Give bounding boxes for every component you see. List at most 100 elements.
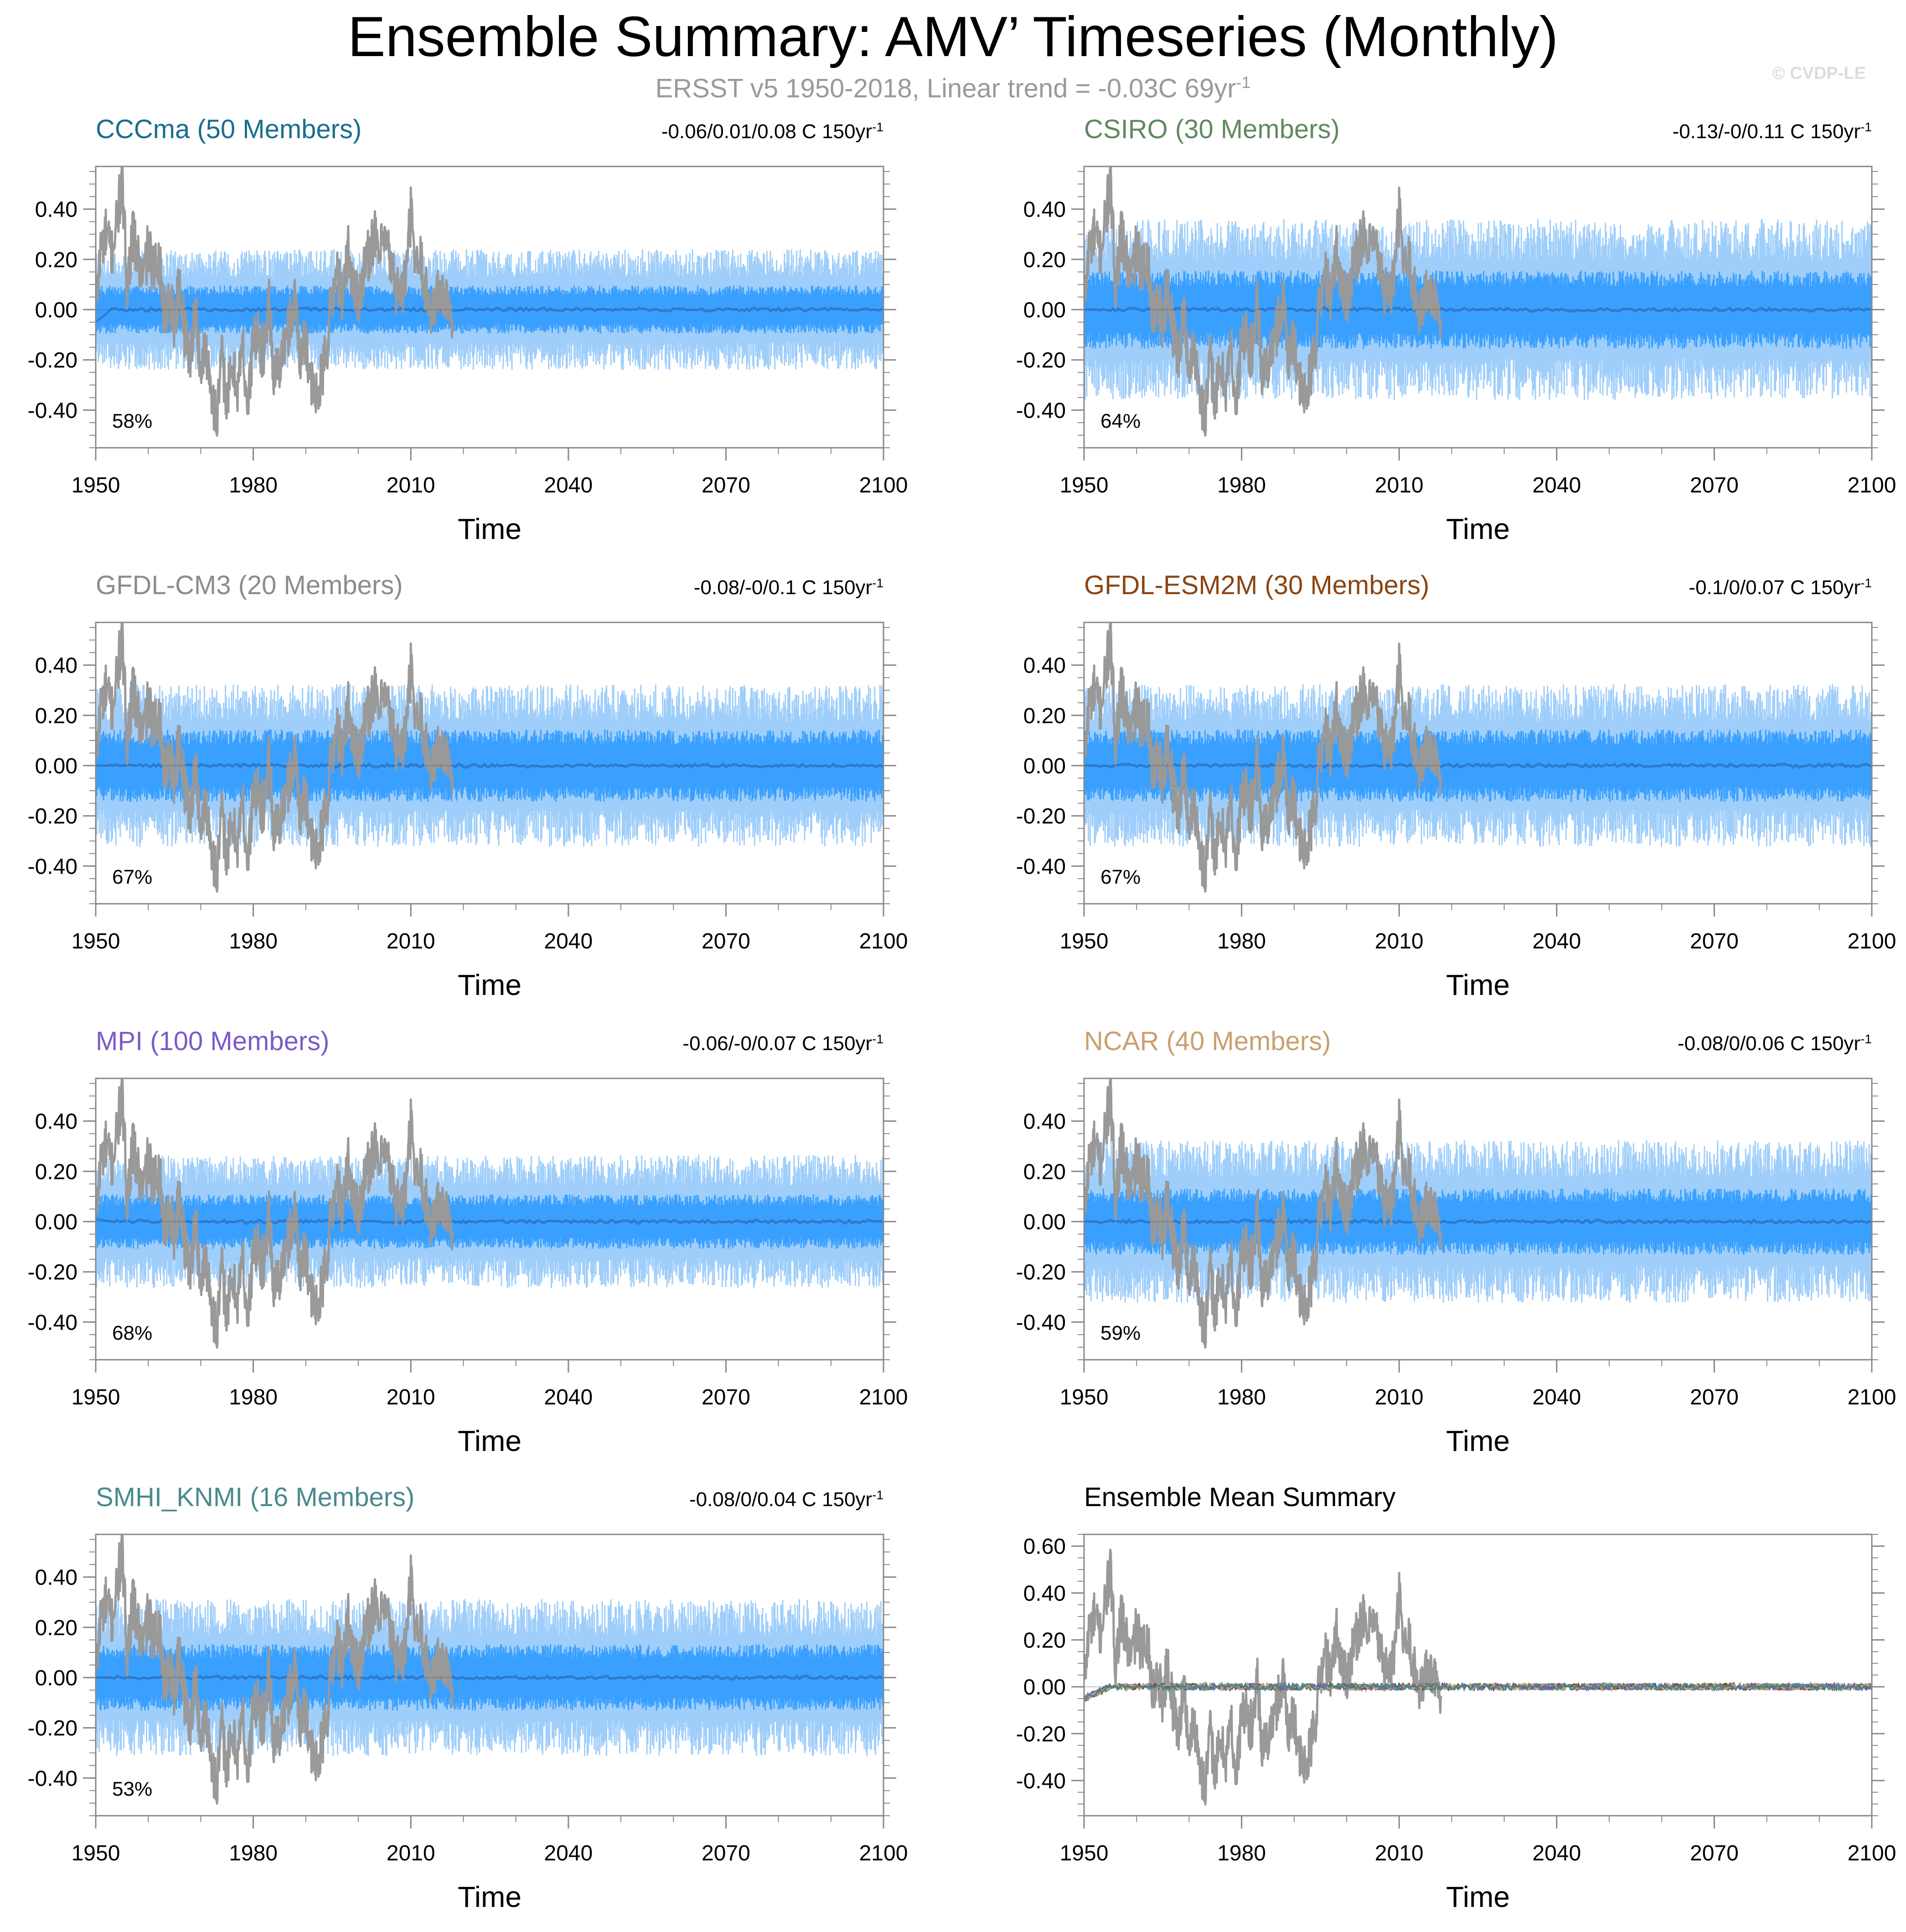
trend-label: -0.08/0/0.04 C 150yr-1	[689, 1488, 883, 1511]
plot-area	[1084, 622, 1872, 893]
percent-label: 68%	[112, 1322, 152, 1344]
panel-frame	[95, 166, 884, 449]
y-tick-label: 0.00	[1023, 1675, 1066, 1699]
y-tick-label: -0.40	[1016, 1769, 1066, 1793]
y-tick-label: -0.20	[1016, 1260, 1066, 1285]
panel-ensemble-mean-summary: 0.60 0.40 0.20 0.00 -0.20 -0.40 1950 1980 2010 20…	[1016, 1482, 1896, 1913]
x-axis-label: Time	[1446, 969, 1510, 1001]
ensemble-mean-line	[1084, 306, 1872, 313]
y-tick-label: 0.20	[35, 1616, 77, 1640]
x-tick-label: 2010	[1375, 929, 1424, 953]
observed-ersst-line	[1084, 1549, 1442, 1806]
y-tick-label: 0.40	[1023, 654, 1066, 678]
percent-label: 64%	[1100, 410, 1141, 432]
trend-label: -0.08/0/0.06 C 150yr-1	[1678, 1032, 1872, 1055]
x-tick-label: 1980	[1217, 1841, 1266, 1865]
x-tick-label: 1950	[1060, 929, 1109, 953]
y-tick-label: -0.20	[28, 1716, 77, 1740]
x-tick-label: 2070	[702, 473, 750, 497]
x-tick-label: 1950	[72, 473, 120, 497]
x-tick-label: 1950	[72, 1385, 120, 1409]
panel-frame	[95, 622, 884, 905]
trend-label: -0.08/-0/0.1 C 150yr-1	[694, 576, 883, 599]
plot-area	[1084, 166, 1872, 437]
y-tick-label: -0.40	[1016, 855, 1066, 879]
x-tick-label: 2010	[1375, 473, 1424, 497]
y-tick-label: 0.20	[1023, 1628, 1066, 1652]
y-tick-label: 0.40	[1023, 1110, 1066, 1134]
panel-gfdl-cm3: 0.40 0.20 0.00 -0.20 -0.40 1950 1980 2010 2040 20…	[28, 570, 908, 1001]
ensemble-mean-line	[96, 1218, 883, 1225]
y-tick-label: 0.00	[35, 298, 77, 322]
y-tick-label: -0.20	[1016, 1722, 1066, 1746]
observed-ersst-line	[96, 166, 454, 437]
panel-gfdl-esm2m: 0.40 0.20 0.00 -0.20 -0.40 1950 1980 2010 2040 20…	[1016, 570, 1896, 1001]
y-tick-label: 0.00	[35, 754, 77, 778]
panel-ncar: 0.40 0.20 0.00 -0.20 -0.40 1950 1980 2010 2040 20…	[1016, 1026, 1896, 1457]
panel-title: MPI (100 Members)	[96, 1026, 329, 1056]
panel-title: GFDL-CM3 (20 Members)	[96, 570, 403, 600]
x-tick-label: 2040	[1532, 929, 1581, 953]
panel-frame	[95, 1533, 884, 1817]
observed-ersst-line	[96, 1534, 454, 1805]
ensemble-mean-line	[96, 1673, 883, 1681]
y-tick-label: 0.20	[35, 1160, 77, 1184]
x-tick-label: 1980	[1217, 929, 1266, 953]
y-tick-label: -0.40	[28, 1310, 77, 1335]
x-axis-label: Time	[1446, 1880, 1510, 1913]
x-tick-label: 1980	[229, 473, 278, 497]
y-tick-label: 0.20	[1023, 248, 1066, 272]
observed-ersst-line	[96, 1078, 454, 1349]
observed-ersst-line	[1084, 622, 1442, 893]
trend-label: -0.06/-0/0.07 C 150yr-1	[682, 1032, 883, 1055]
x-tick-label: 1980	[229, 1385, 278, 1409]
x-tick-label: 2100	[1848, 473, 1896, 497]
panel-cccma: 0.40 0.20 0.00 -0.20 -0.40 1950 1980 2010 2040 20…	[28, 114, 908, 545]
trend-label: -0.06/0.01/0.08 C 150yr-1	[661, 120, 883, 143]
y-tick-label: -0.20	[1016, 348, 1066, 373]
y-tick-label: -0.40	[28, 855, 77, 879]
y-tick-label: 0.00	[35, 1210, 77, 1234]
x-tick-label: 1980	[1217, 1385, 1266, 1409]
x-tick-label: 2010	[387, 1841, 435, 1865]
observed-ersst-line	[96, 622, 454, 893]
y-tick-label: 0.20	[35, 704, 77, 728]
x-axis-label: Time	[458, 513, 522, 545]
plot-area	[96, 622, 883, 893]
panel-title: SMHI_KNMI (16 Members)	[96, 1482, 414, 1512]
panel-frame	[95, 1077, 884, 1361]
x-axis-label: Time	[458, 1880, 522, 1913]
ensemble-mean-line	[96, 762, 883, 770]
panel-frame	[1083, 1077, 1873, 1361]
summary-mean-line	[1084, 1681, 1872, 1700]
x-tick-label: 2100	[859, 1385, 908, 1409]
y-tick-label: 0.40	[35, 1566, 77, 1590]
x-tick-label: 2100	[1848, 1841, 1896, 1865]
x-tick-label: 1950	[1060, 1841, 1109, 1865]
y-tick-label: 0.00	[1023, 298, 1066, 322]
y-tick-label: -0.20	[1016, 804, 1066, 829]
x-tick-label: 2010	[1375, 1385, 1424, 1409]
observed-ersst-line	[1084, 1078, 1442, 1349]
y-tick-label: 0.40	[1023, 198, 1066, 222]
plot-area	[1084, 1549, 1872, 1806]
plot-area	[96, 166, 883, 437]
y-tick-label: -0.20	[28, 1260, 77, 1285]
panel-mpi: 0.40 0.20 0.00 -0.20 -0.40 1950 1980 2010 2040 20…	[28, 1026, 908, 1457]
x-tick-label: 2040	[1532, 1385, 1581, 1409]
x-tick-label: 1950	[72, 929, 120, 953]
x-tick-label: 1950	[1060, 473, 1109, 497]
x-tick-label: 2070	[1690, 929, 1739, 953]
subtitle-superscript: -1	[1236, 73, 1251, 92]
panel-smhi-knmi: 0.40 0.20 0.00 -0.20 -0.40 1950 1980 2010 2040 20…	[28, 1482, 908, 1913]
x-axis-label: Time	[458, 969, 522, 1001]
x-tick-label: 2010	[1375, 1841, 1424, 1865]
percent-label: 67%	[1100, 866, 1141, 888]
panel-frame	[1083, 622, 1873, 905]
x-axis-label: Time	[1446, 513, 1510, 545]
x-tick-label: 1950	[72, 1841, 120, 1865]
x-tick-label: 2070	[702, 1385, 750, 1409]
plot-area	[96, 1078, 883, 1349]
x-tick-label: 2040	[544, 1385, 593, 1409]
